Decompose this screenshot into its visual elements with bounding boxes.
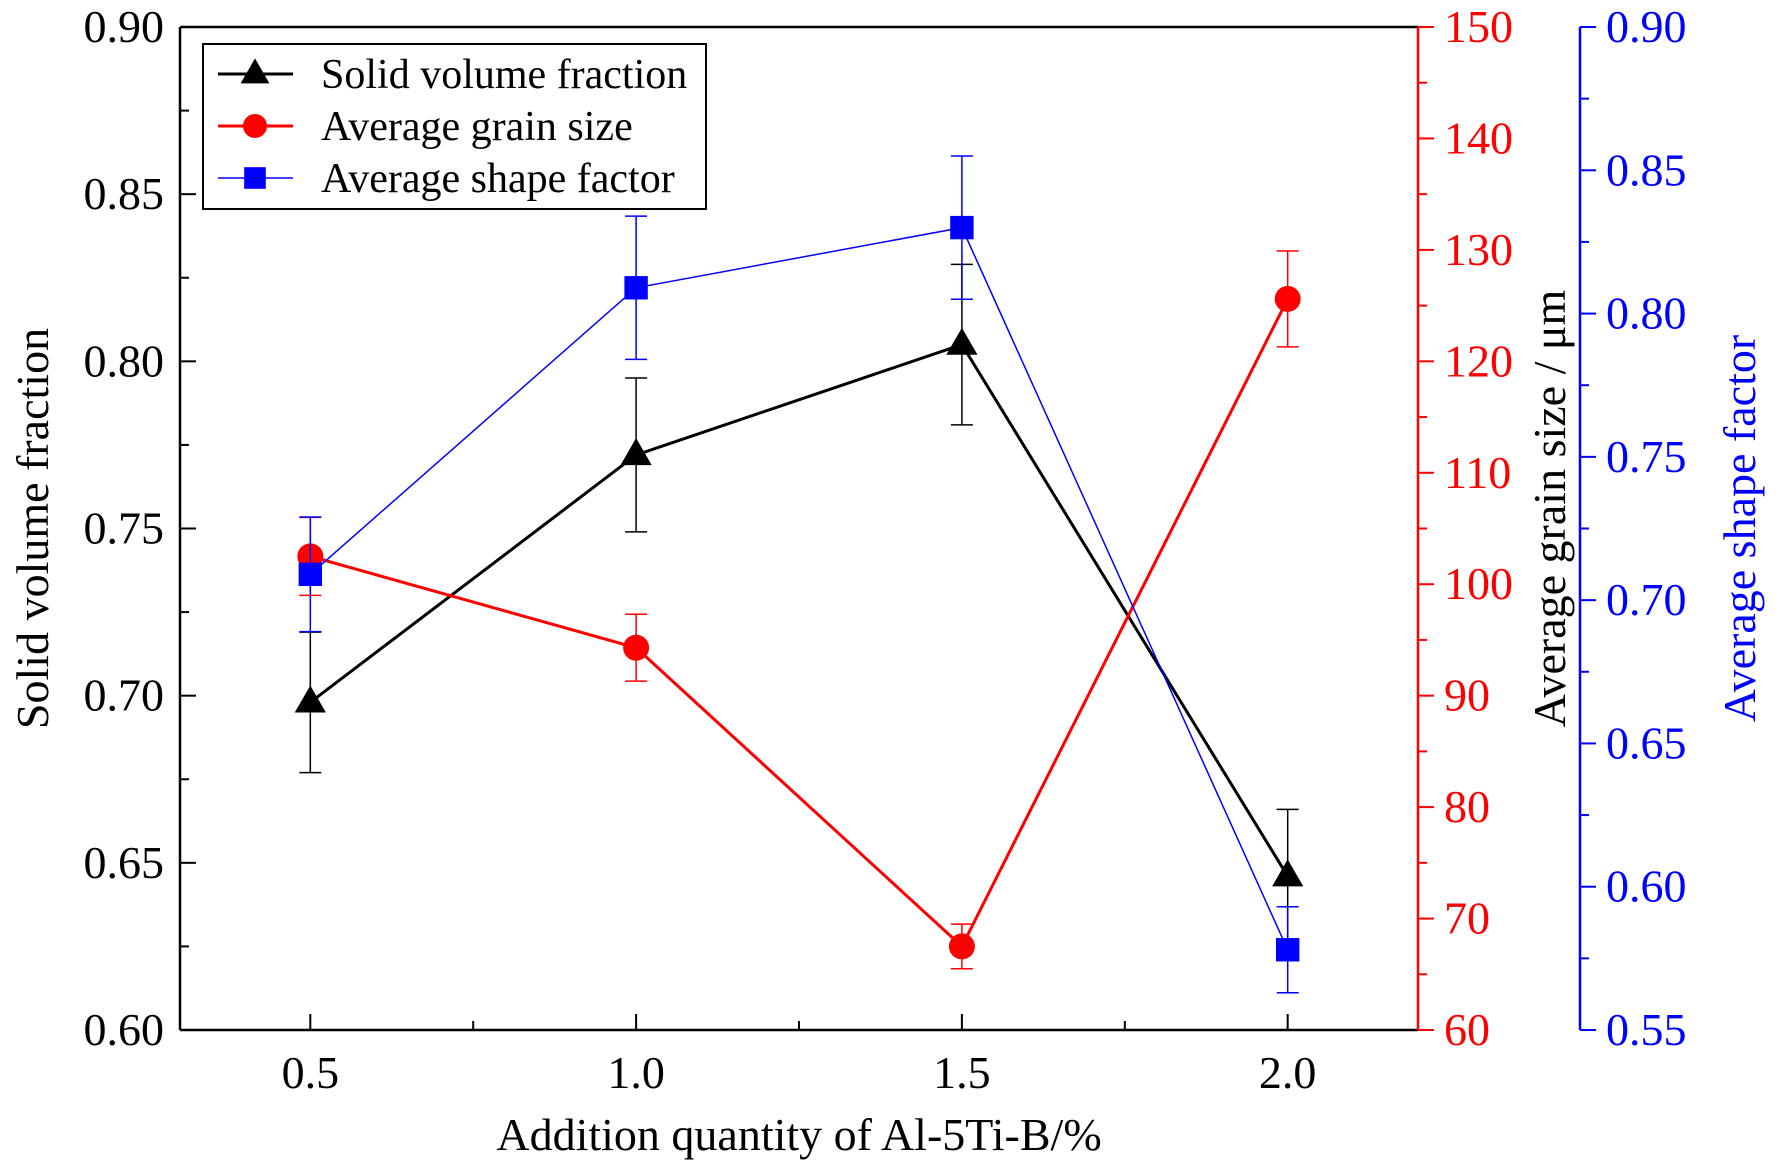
grain-tick-label: 110 [1444,447,1511,498]
grain-tick-label: 80 [1444,781,1490,832]
grain-tick-label: 60 [1444,1004,1490,1055]
grain-tick-label: 70 [1444,893,1490,944]
legend-label: Average grain size [321,104,633,150]
shape-tick-label: 0.85 [1606,144,1687,195]
shape-tick-label: 0.70 [1606,574,1687,625]
left-axis-title: Solid volume fraction [7,328,58,729]
solid-volume-fractionline [309,342,1289,877]
grain-tick-label: 100 [1444,558,1513,609]
left-tick-label: 0.75 [84,503,165,554]
average-shape-factorline [309,226,1289,951]
grain-tick-label: 140 [1444,112,1513,163]
grain-tick-label: 90 [1444,670,1490,721]
left-tick-label: 0.90 [84,1,165,52]
average-grain-sizeline [309,298,1290,949]
grain-tick-label: 120 [1444,335,1513,386]
legend-marker-average-shape-factor [244,167,266,189]
average-grain-sizepoint [948,933,975,960]
legend-label: Solid volume fraction [321,52,687,98]
legend-marker-solid-volume-fraction [240,58,270,84]
left-tick-label: 0.60 [84,1004,165,1055]
left-tick-label: 0.80 [84,335,165,386]
solid-volume-fractionpoint [946,327,978,355]
shape-tick-label: 0.80 [1606,288,1687,339]
x-tick-label: 1.0 [607,1047,665,1098]
x-tick-label: 2.0 [1259,1047,1317,1098]
average-shape-factorpoint [298,562,323,587]
x-tick-label: 1.5 [933,1047,991,1098]
solid-volume-fractionpoint [1272,859,1304,887]
average-grain-sizepoint [1274,285,1301,312]
x-tick-label: 0.5 [282,1047,340,1098]
average-grain-sizepoint [623,634,650,661]
shape-tick-label: 0.60 [1606,861,1687,912]
solid-volume-fractionpoint [294,685,326,713]
solid-volume-fractionpoint [620,438,652,466]
grain-tick-label: 130 [1444,224,1513,275]
shape-tick-label: 0.65 [1606,717,1687,768]
average-shape-factorpoint [1275,938,1300,962]
average-shape-factorpoint [624,276,648,300]
shape-tick-label: 0.55 [1606,1004,1687,1055]
left-tick-label: 0.85 [84,168,165,219]
grain-axis-title: Average grain size / μm [1524,289,1575,727]
average-shape-factorpoint [950,215,974,240]
left-tick-label: 0.70 [84,670,165,721]
left-tick-label: 0.65 [84,837,165,888]
x-axis-title: Addition quantity of Al-5Ti-B/% [496,1109,1101,1160]
legend-label: Average shape factor [321,156,675,202]
shape-axis-title: Average shape factor [1714,335,1765,722]
legend-marker-average-grain-size [243,114,267,138]
grain-tick-label: 150 [1444,1,1513,52]
shape-tick-label: 0.90 [1606,1,1687,52]
shape-tick-label: 0.75 [1606,431,1687,482]
